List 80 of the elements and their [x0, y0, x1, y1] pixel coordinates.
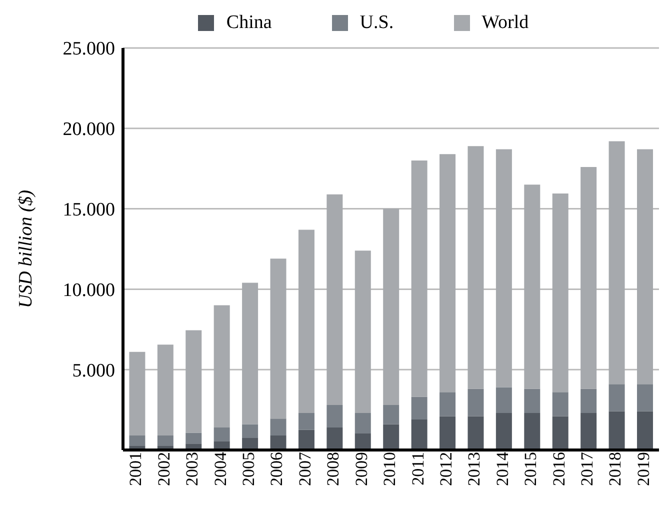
bar [354, 413, 371, 434]
y-axis-title: USD billion ($) [16, 190, 37, 308]
bar [440, 392, 456, 416]
bar [524, 184, 540, 389]
x-tick-label: 2012 [436, 452, 456, 486]
bar [270, 418, 286, 436]
bar [580, 388, 597, 414]
bar [496, 149, 512, 388]
bar [496, 413, 512, 450]
x-tick-label: 2017 [578, 452, 597, 486]
bar [298, 230, 314, 414]
x-tick-label: 2010 [380, 452, 400, 486]
bar [636, 149, 653, 384]
bar [186, 432, 202, 444]
x-tick-label: 2016 [549, 452, 568, 486]
x-tick-label: 2002 [154, 452, 174, 486]
bar [552, 392, 568, 416]
bar [468, 388, 484, 416]
bar [270, 258, 286, 419]
x-tick-label: 2004 [210, 452, 230, 486]
x-tick-label: 2015 [521, 452, 540, 486]
bar [383, 404, 400, 424]
bar [383, 424, 400, 450]
bar [214, 305, 230, 428]
bar [326, 427, 343, 450]
bar [242, 424, 258, 438]
bar [326, 194, 343, 405]
bar [608, 141, 625, 384]
bar [157, 436, 174, 446]
bar [496, 387, 512, 414]
x-tick-label: 2008 [324, 452, 343, 486]
bar [524, 413, 540, 450]
bar [270, 436, 286, 450]
x-tick-label: 2001 [126, 452, 146, 486]
bar [298, 413, 314, 430]
bar [129, 352, 146, 436]
bar [552, 194, 568, 392]
x-tick-label: 2003 [182, 452, 202, 486]
y-tick-label: 15.000 [62, 200, 115, 221]
bar [214, 427, 230, 442]
bar [354, 433, 371, 450]
x-tick-label: 2009 [352, 452, 371, 486]
bar [468, 146, 484, 389]
y-tick-label: 10.000 [62, 280, 115, 301]
x-tick-label: 2014 [492, 452, 512, 486]
bar [636, 384, 653, 412]
y-tick-label: 25.000 [62, 38, 115, 60]
bar [468, 416, 484, 450]
legend-label: World [482, 12, 529, 34]
bar [411, 160, 428, 397]
bar [524, 388, 540, 414]
bar [326, 404, 343, 428]
bar [129, 436, 146, 446]
x-tick-label: 2011 [408, 452, 428, 486]
bar [298, 430, 314, 450]
y-tick-label: 5.000 [72, 360, 115, 382]
bar [440, 416, 456, 450]
bar [411, 419, 428, 450]
bar [242, 282, 258, 424]
bar [636, 411, 653, 450]
bar [354, 250, 371, 414]
bar [608, 384, 625, 412]
bar [580, 413, 597, 450]
bar [440, 154, 456, 392]
bar [552, 416, 568, 450]
x-tick-label: 2005 [239, 452, 258, 486]
y-tick-label: 20.000 [62, 119, 115, 140]
bar [580, 166, 597, 389]
bar [383, 208, 400, 405]
bar [157, 344, 174, 436]
bar [411, 396, 428, 420]
legend-label: U.S. [360, 12, 394, 34]
legend-label: China [226, 12, 272, 34]
x-tick-label: 2018 [606, 452, 625, 486]
x-tick-label: 2007 [295, 452, 314, 486]
bar [608, 411, 625, 450]
x-tick-label: 2013 [464, 452, 484, 486]
bar [186, 330, 202, 433]
x-tick-label: 2019 [634, 452, 653, 486]
x-tick-label: 2006 [267, 452, 286, 486]
